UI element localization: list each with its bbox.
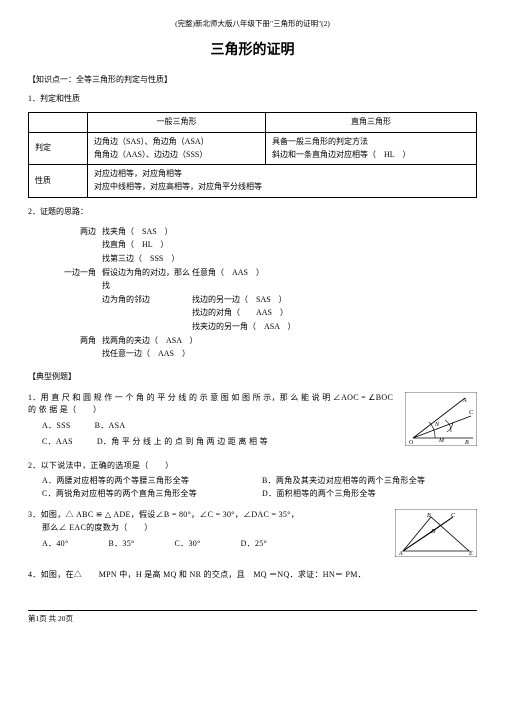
q1-opts-cd: C．AAS D．角 平 分 线 上 的 点 到 角 两 边 距 离 相 等 — [42, 436, 399, 449]
svg-text:A: A — [398, 551, 403, 557]
q3-opts: A．40° B．35° C．30° D．25° — [42, 538, 389, 551]
cell-prop: 性质 — [29, 165, 88, 198]
th-right: 直角三角形 — [265, 112, 476, 132]
svg-text:O: O — [409, 440, 414, 446]
top-note: (完整)新北师大版八年级下册"三角形的证明"(2) — [28, 18, 477, 30]
q4-text: 4．如图，在△ MPN 中，H 是高 MQ 和 NR 的交点，且 MQ ＝NQ．… — [28, 569, 477, 582]
congruence-table: 一般三角形 直角三角形 判定 边角边（SAS）、角边角（ASA） 角角边（AAS… — [28, 112, 477, 198]
svg-text:B: B — [427, 513, 431, 519]
table-row: 性质 对应边相等，对应角相等 对应中线相等，对应高相等，对应角平分线相等 — [29, 165, 477, 198]
q1-opt-d: D．角 平 分 线 上 的 点 到 角 两 边 距 离 相 等 — [97, 436, 268, 449]
table-row: 判定 边角边（SAS）、角边角（ASA） 角角边（AAS）、边边边（SSS） 具… — [29, 132, 477, 165]
q2-opt-b: B．两角及其夹边对应相等的两个三角形全等 — [262, 475, 425, 488]
section-1: 1．判定和性质 — [28, 93, 477, 106]
svg-text:B: B — [465, 440, 469, 446]
q1-opts-ab: A．SSS B．ASA — [42, 420, 399, 433]
triangle-icon: A B C D E — [395, 509, 477, 557]
page-footer: 第1页 共 20页 — [28, 610, 477, 625]
svg-text:C: C — [469, 410, 474, 416]
q2-text: 2．以下说法中，正确的选项是（ ） — [28, 460, 477, 473]
tree-two-sides: 两边 — [48, 225, 102, 266]
knowledge-point-1: 【知识点一：全等三角形的判定与性质】 — [28, 74, 477, 87]
question-4: 4．如图，在△ MPN 中，H 是高 MQ 和 NR 的交点，且 MQ ＝NQ．… — [28, 569, 477, 582]
q2-opt-c: C．两锐角对应相等的两个直角三角形全等 — [42, 488, 242, 501]
page: (完整)新北师大版八年级下册"三角形的证明"(2) 三角形的证明 【知识点一：全… — [0, 0, 505, 635]
q3-opt-d: D．25° — [241, 538, 267, 551]
question-2: 2．以下说法中，正确的选项是（ ） A．两腰对应相等的两个等腰三角形全等 B．两… — [28, 460, 477, 501]
question-1: O B A C N M 1．用 直 尺 和 圆 规 作 一 个 角 的 平 分 … — [28, 392, 477, 452]
q3-opt-c: C．30° — [175, 538, 201, 551]
svg-text:M: M — [438, 438, 445, 444]
svg-text:C: C — [451, 513, 456, 519]
q1-opt-a: A．SSS — [42, 420, 71, 433]
q3-opt-a: A．40° — [42, 538, 68, 551]
cell-judge: 判定 — [29, 132, 88, 165]
svg-text:N: N — [434, 422, 440, 428]
q1-opt-b: B．ASA — [95, 420, 126, 433]
figure-3: A B C D E — [395, 509, 477, 557]
footer-text: 第1页 共 20页 — [28, 614, 73, 623]
q2-opt-d: D．面积相等的两个三角形全等 — [262, 488, 376, 501]
tree-two-angles: 两角 — [48, 334, 102, 361]
svg-text:D: D — [430, 529, 436, 535]
th-blank — [29, 112, 88, 132]
tree-side-angle: 一边一角 — [48, 266, 102, 334]
example-title: 【典型例题】 — [28, 371, 477, 384]
angle-bisector-icon: O B A C N M — [405, 392, 477, 446]
cell-judge-general: 边角边（SAS）、角边角（ASA） 角角边（AAS）、边边边（SSS） — [88, 132, 266, 165]
table-row: 一般三角形 直角三角形 — [29, 112, 477, 132]
svg-text:E: E — [468, 551, 473, 557]
svg-text:A: A — [462, 398, 467, 404]
q1-opt-c: C．AAS — [42, 436, 73, 449]
th-general: 一般三角形 — [88, 112, 266, 132]
q3-opt-b: B．35° — [108, 538, 134, 551]
page-title: 三角形的证明 — [28, 40, 477, 62]
cell-prop-content: 对应边相等，对应角相等 对应中线相等，对应高相等，对应角平分线相等 — [88, 165, 477, 198]
q2-opt-a: A．两腰对应相等的两个等腰三角形全等 — [42, 475, 242, 488]
figure-1: O B A C N M — [405, 392, 477, 446]
section-2: 2．证题的思路： — [28, 206, 477, 219]
cell-judge-right: 具备一般三角形的判定方法 斜边和一条直角边对应相等（ HL ） — [265, 132, 476, 165]
question-3: A B C D E 3．如图，△ ABC ≌ △ ADE，假设∠B = 80°，… — [28, 509, 477, 561]
proof-tree: 两边 找夹角（ SAS ） 找直角（ HL ） 找第三边（ SSS ） 一边一角… — [48, 225, 477, 361]
